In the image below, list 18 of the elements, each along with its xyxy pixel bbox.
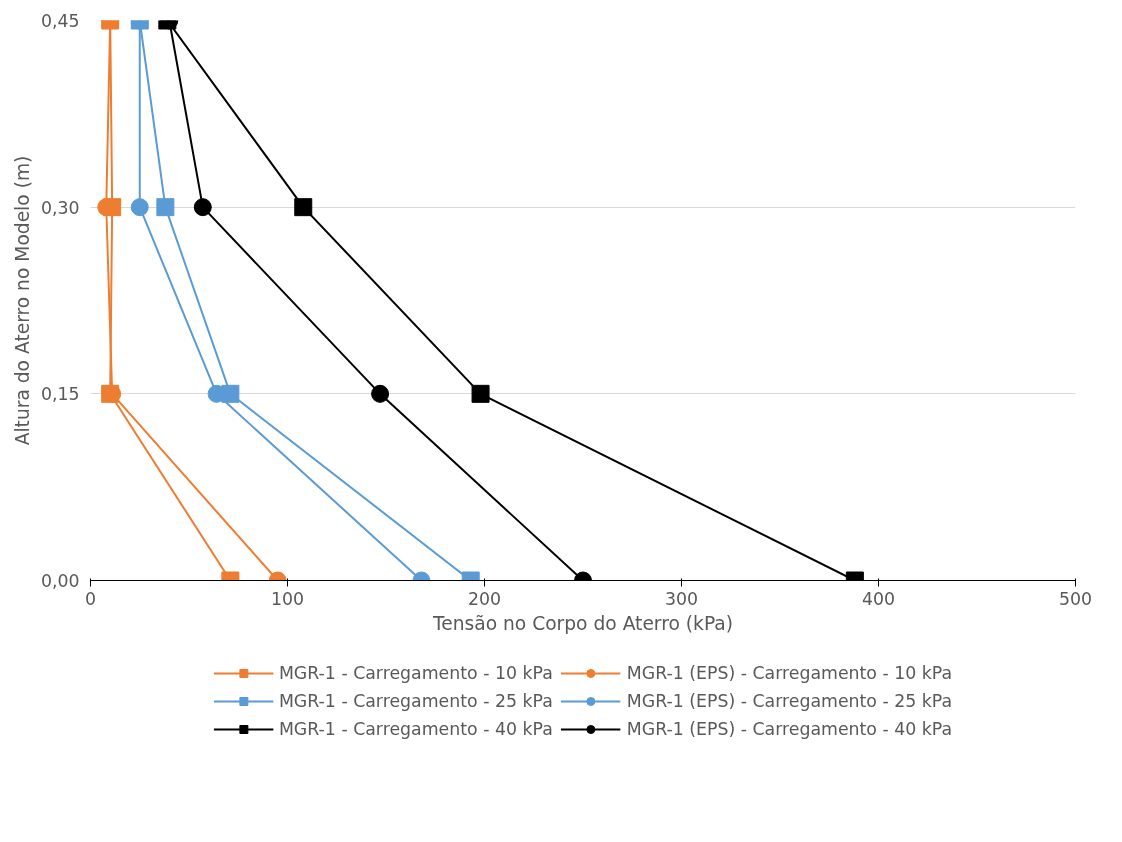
legend-label: MGR-1 - Carregamento - 10 kPa (278, 663, 553, 683)
x-tick-label: 100 (270, 588, 305, 609)
legend-label: MGR-1 - Carregamento - 40 kPa (278, 719, 553, 739)
x-tick-label: 500 (1058, 588, 1093, 609)
x-tick-label: 400 (861, 588, 896, 609)
x-tick-label: 0 (84, 588, 97, 609)
x-axis-title: Tensão no Corpo do Aterro (kPa) (431, 612, 734, 634)
y-tick-label: 0,30 (40, 197, 80, 218)
y-axis-title: Altura do Aterro no Modelo (m) (11, 155, 33, 446)
y-tick-label: 0,00 (40, 571, 80, 591)
legend-label: MGR-1 (EPS) - Carregamento - 25 kPa (626, 691, 953, 711)
x-tick-label: 300 (664, 588, 699, 609)
legend-label: MGR-1 (EPS) - Carregamento - 40 kPa (626, 719, 953, 739)
y-tick-label: 0,15 (40, 384, 80, 405)
legend-label: MGR-1 - Carregamento - 25 kPa (278, 691, 553, 711)
y-tick-label: 0,45 (40, 11, 80, 31)
x-tick-label: 200 (467, 588, 502, 609)
legend-label: MGR-1 (EPS) - Carregamento - 10 kPa (626, 663, 953, 683)
